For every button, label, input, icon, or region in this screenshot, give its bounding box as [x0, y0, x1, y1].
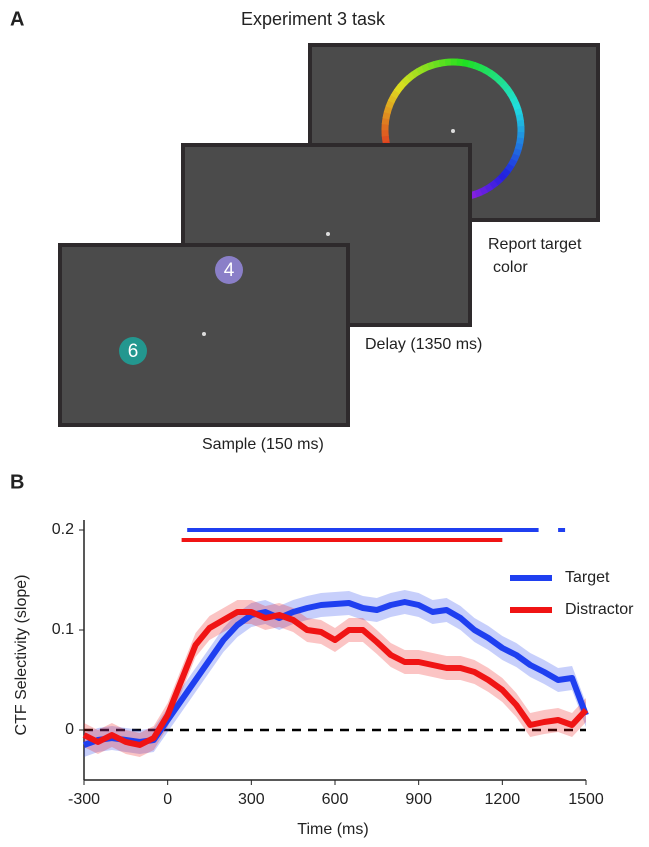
y-axis-label: CTF Selectivity (slope): [13, 575, 30, 736]
panel-label: B: [10, 471, 24, 493]
fixation: [202, 332, 206, 336]
x-tick-label: 1200: [485, 791, 521, 808]
x-tick-label: -300: [68, 791, 100, 808]
x-axis-label: Time (ms): [297, 821, 368, 838]
fixation: [451, 129, 455, 133]
caption: color: [493, 259, 528, 276]
stimulus-digit: 4: [224, 260, 235, 281]
x-tick-label: 900: [405, 791, 432, 808]
caption: Report target: [488, 236, 582, 253]
x-tick-label: 300: [238, 791, 265, 808]
panel-label: A: [10, 8, 24, 30]
x-tick-label: 1500: [568, 791, 604, 808]
x-tick-label: 0: [163, 791, 172, 808]
panel-title: Experiment 3 task: [241, 9, 386, 29]
y-tick-label: 0.2: [52, 521, 74, 538]
legend-label: Distractor: [565, 601, 634, 618]
stimulus-digit: 6: [128, 341, 139, 362]
legend-label: Target: [565, 569, 610, 586]
y-tick-label: 0: [65, 721, 74, 738]
y-tick-label: 0.1: [52, 621, 74, 638]
fixation: [326, 232, 330, 236]
caption: Delay (1350 ms): [365, 336, 482, 353]
caption: Sample (150 ms): [202, 436, 324, 453]
x-tick-label: 600: [322, 791, 349, 808]
